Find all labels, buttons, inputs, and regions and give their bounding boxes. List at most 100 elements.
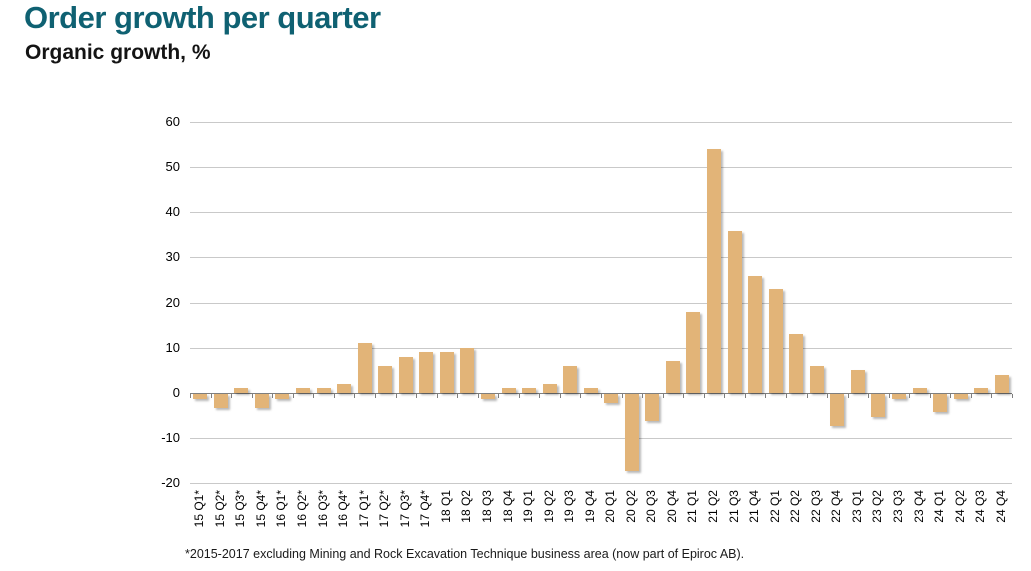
axis-tick [745,394,746,398]
y-axis-label: 20 [165,295,180,310]
axis-tick [704,394,705,398]
bar [584,388,598,393]
y-axis-label: 60 [165,114,180,129]
axis-tick [642,394,643,398]
bar [769,289,783,393]
axis-tick [437,394,438,398]
axis-tick [478,394,479,398]
axis-tick [868,394,869,398]
bar [954,394,968,399]
x-axis-label: 24 Q1 [932,490,946,523]
axis-tick [807,394,808,398]
bar [995,375,1009,393]
gridline [190,167,1012,168]
x-axis-label: 22 Q4 [829,490,843,523]
bar [481,394,495,399]
y-axis-label: 0 [172,385,180,400]
page-subtitle: Organic growth, % [25,41,211,64]
bar [666,361,680,393]
x-axis-label: 18 Q2 [459,490,473,523]
x-axis-label: 15 Q4* [254,490,268,528]
axis-tick [519,394,520,398]
bar [871,394,885,417]
x-axis-label: 15 Q2* [213,490,227,528]
x-axis-label: 17 Q4* [418,490,432,528]
axis-tick [272,394,273,398]
axis-tick [663,394,664,398]
axis-tick [950,394,951,398]
bar [296,388,310,393]
bar [748,276,762,393]
axis-tick [313,394,314,398]
bar [851,370,865,393]
axis-tick [539,394,540,398]
x-axis-label: 16 Q4* [336,490,350,528]
axis-tick [827,394,828,398]
zero-axis-line [190,393,1012,394]
bar [378,366,392,393]
bar [214,394,228,408]
axis-tick [293,394,294,398]
axis-tick [786,394,787,398]
gridline [190,257,1012,258]
bar [913,388,927,393]
x-axis-label: 15 Q3* [233,490,247,528]
axis-tick [190,394,191,398]
x-axis-label: 17 Q1* [357,490,371,528]
axis-tick [252,394,253,398]
x-axis-label: 15 Q1* [192,490,206,528]
x-axis-label: 20 Q1 [603,490,617,523]
axis-tick [1012,394,1013,398]
x-axis-label: 24 Q4 [994,490,1008,523]
x-axis-label: 17 Q2* [377,490,391,528]
bar [604,394,618,403]
x-axis-label: 21 Q2 [706,490,720,523]
bar [543,384,557,393]
y-axis-label: 40 [165,204,180,219]
x-axis-label: 20 Q4 [665,490,679,523]
gridline [190,303,1012,304]
axis-tick [416,394,417,398]
axis-tick [889,394,890,398]
bar [892,394,906,399]
y-axis-label: -20 [161,475,180,490]
x-axis-label: 24 Q2 [953,490,967,523]
bar [810,366,824,393]
axis-tick [683,394,684,398]
x-axis-label: 23 Q2 [870,490,884,523]
x-axis-label: 16 Q1* [274,490,288,528]
x-axis-label: 23 Q4 [912,490,926,523]
bar [502,388,516,393]
y-axis-label: -10 [161,430,180,445]
axis-tick [724,394,725,398]
bar [317,388,331,393]
bar [193,394,207,399]
x-axis-label: 17 Q3* [398,490,412,528]
bar [728,231,742,393]
x-axis-label: 20 Q3 [644,490,658,523]
axis-tick [231,394,232,398]
axis-tick [622,394,623,398]
gridline [190,348,1012,349]
x-axis-label: 22 Q1 [768,490,782,523]
gridline [190,122,1012,123]
y-axis-label: 30 [165,249,180,264]
y-axis: 60 50 40 30 20 10 0 -10 -20 [140,114,180,490]
x-axis-label: 23 Q3 [891,490,905,523]
bar [275,394,289,399]
axis-tick [396,394,397,398]
axis-tick [909,394,910,398]
bar [707,149,721,393]
bar [933,394,947,412]
x-axis-label: 19 Q4 [583,490,597,523]
bar [460,348,474,393]
axis-tick [354,394,355,398]
x-axis-label: 23 Q1 [850,490,864,523]
bar [645,394,659,421]
axis-tick [580,394,581,398]
bar [830,394,844,426]
x-axis-label: 16 Q3* [316,490,330,528]
page-title: Order growth per quarter [24,0,381,35]
plot-area: 15 Q1* 15 Q2* 15 Q3* 15 Q4* 16 Q1* 16 Q2* 16 Q… [190,122,1013,527]
bar [234,388,248,393]
